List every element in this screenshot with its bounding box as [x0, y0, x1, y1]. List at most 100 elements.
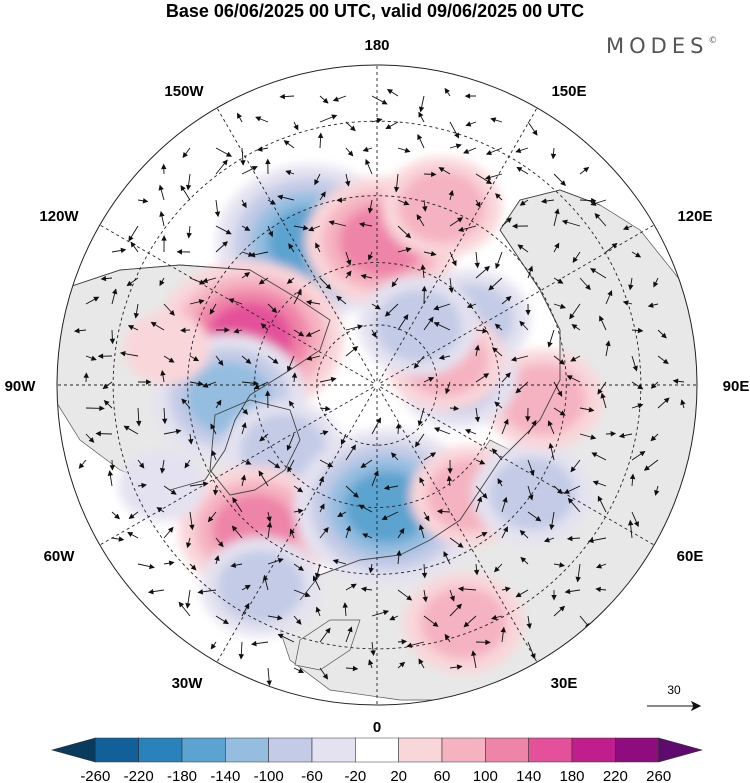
wind-vector-368 — [520, 556, 529, 565]
reference-vector-label: 30 — [667, 683, 681, 697]
wind-vector-342 — [362, 533, 373, 539]
wind-vector-225 — [161, 407, 168, 425]
wind-vector-331 — [631, 511, 639, 528]
wind-vector-310 — [654, 485, 660, 496]
colorbar-tick-5: -60 — [301, 768, 323, 783]
wind-vector-382 — [422, 589, 428, 603]
wind-vector-53 — [158, 184, 165, 201]
wind-vector-20 — [182, 147, 191, 159]
wind-vector-76 — [267, 225, 274, 238]
wind-vector-237 — [553, 407, 566, 416]
wind-vector-102 — [397, 247, 412, 253]
wind-vector-168 — [371, 329, 377, 338]
wind-vector-340 — [319, 526, 329, 539]
wind-vector-271 — [211, 450, 217, 461]
meridian-120 — [380, 224, 655, 384]
wind-vector-236 — [525, 407, 531, 422]
wind-vector-227 — [215, 399, 222, 409]
wind-vector-333 — [127, 532, 139, 539]
wind-vector-339 — [289, 528, 295, 539]
wind-vector-35 — [161, 163, 167, 175]
wind-vector-308 — [592, 480, 607, 487]
wind-vector-256 — [414, 433, 425, 448]
wind-vector-303 — [475, 485, 488, 499]
wind-vector-196 — [553, 355, 565, 365]
wind-vector-395 — [315, 606, 321, 617]
wind-vector-107 — [517, 244, 529, 253]
wind-vector-99 — [315, 242, 321, 253]
wind-vector-321 — [358, 504, 373, 513]
wind-vector-360 — [314, 563, 321, 579]
wind-vector-42 — [344, 173, 351, 187]
wind-vector-147 — [421, 285, 428, 305]
wind-vector-91 — [111, 247, 127, 254]
wind-vector-92 — [130, 241, 139, 253]
wind-vector-105 — [474, 251, 480, 269]
wind-vector-30 — [449, 143, 462, 149]
wind-vector-7 — [464, 93, 477, 99]
wind-vector-211 — [423, 377, 435, 383]
wind-vector-266 — [78, 459, 87, 469]
wind-vector-414 — [406, 641, 425, 648]
wind-vector-338 — [266, 521, 273, 539]
wind-vector-268 — [137, 459, 145, 469]
wind-vector-127 — [488, 277, 503, 291]
wind-vector-293 — [212, 485, 219, 496]
lon-label-120w: 120W — [39, 208, 79, 225]
wind-vector-6 — [444, 87, 451, 97]
wind-vector-59 — [319, 191, 326, 201]
meridian-210 — [216, 107, 376, 382]
wind-vector-277 — [360, 459, 373, 468]
wind-vector-291 — [163, 485, 177, 495]
wind-vector-54 — [180, 185, 191, 201]
wind-vector-327 — [527, 511, 542, 522]
land-iberia-africa — [294, 619, 361, 671]
wind-vector-151 — [525, 303, 531, 316]
wind-vector-260 — [527, 419, 537, 435]
wind-vectors — [73, 87, 686, 687]
wind-vector-296 — [293, 485, 304, 493]
wind-vector-348 — [519, 529, 529, 539]
chart-title: Base 06/06/2025 00 UTC, valid 09/06/2025… — [165, 1, 585, 21]
wind-vector-300 — [383, 484, 399, 491]
wind-vector-56 — [241, 199, 247, 209]
wind-vector-41 — [314, 173, 321, 186]
wind-vector-111 — [631, 251, 642, 258]
wind-vector-376 — [262, 574, 269, 591]
wind-vector-65 — [475, 199, 481, 208]
wind-vector-1 — [319, 95, 329, 104]
wind-vector-37 — [215, 159, 228, 175]
wind-vector-365 — [443, 551, 451, 565]
wind-vector-281 — [475, 459, 486, 465]
wind-vector-309 — [629, 473, 636, 487]
wind-vector-349 — [543, 537, 555, 543]
wind-vector-201 — [83, 372, 89, 383]
wind-vector-197 — [570, 355, 581, 362]
wind-vector-305 — [527, 485, 534, 501]
wind-vector-252 — [319, 430, 329, 436]
wind-vector-126 — [475, 265, 491, 279]
wind-vector-224 — [136, 407, 142, 427]
wind-vector-177 — [599, 315, 607, 331]
wind-vector-289 — [107, 470, 114, 487]
wind-vector-334 — [163, 526, 174, 539]
lon-label-180: 180 — [364, 37, 389, 54]
wind-vector-306 — [553, 485, 563, 495]
wind-vector-356 — [214, 555, 220, 565]
wind-vector-161 — [180, 327, 191, 333]
wind-vector-287 — [631, 450, 646, 461]
wind-vector-355 — [189, 563, 197, 571]
wind-vector-330 — [597, 495, 607, 513]
wind-vector-133 — [653, 277, 659, 288]
wind-vector-174 — [519, 320, 529, 331]
wind-vector-261 — [547, 420, 555, 435]
brand-text: MODES — [606, 34, 709, 58]
colorbar-tick-4: -100 — [254, 768, 284, 783]
wind-vector-55 — [214, 199, 221, 218]
wind-vector-176 — [571, 324, 581, 331]
wind-vector-186 — [241, 355, 252, 364]
wind-vector-106 — [495, 251, 503, 269]
colorbar-tick-3: -140 — [210, 768, 240, 783]
wind-vector-25 — [317, 132, 324, 149]
anomaly-field — [118, 157, 603, 674]
